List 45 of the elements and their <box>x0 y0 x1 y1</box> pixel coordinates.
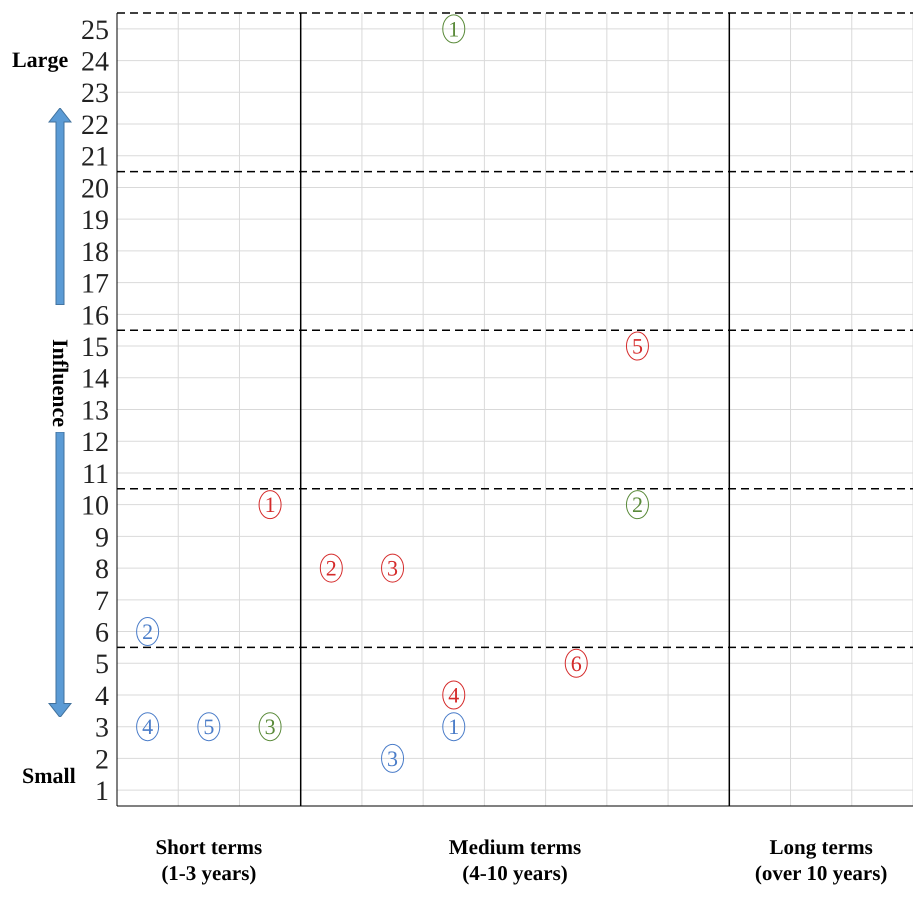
y-tick-label: 18 <box>81 236 109 268</box>
y-tick-label: 2 <box>95 744 109 776</box>
y-tick-label: 25 <box>81 14 109 46</box>
y-tick-label: 23 <box>81 78 109 110</box>
y-tick-label: 3 <box>95 712 109 744</box>
series-label: 1 <box>448 714 460 740</box>
y-tick-label: 13 <box>81 395 109 426</box>
x-tick-label: Short terms (1-3 years) <box>155 835 262 885</box>
series-label: 2 <box>326 556 337 581</box>
series-label: 3 <box>264 714 276 740</box>
y-tick-label: 21 <box>81 142 109 173</box>
text: Small <box>22 763 76 790</box>
y-tick-label: 14 <box>81 364 109 395</box>
y-tick-label: 19 <box>81 205 109 236</box>
series-label: 1 <box>448 16 460 42</box>
y-tick-label: 10 <box>81 490 109 522</box>
y-tick-label: 15 <box>81 332 109 363</box>
series-label: 3 <box>387 556 398 581</box>
y-tick-label: 5 <box>95 649 109 680</box>
y-tick-label: 1 <box>95 776 109 808</box>
series-label: 2 <box>142 619 154 644</box>
series-label: 4 <box>448 682 460 708</box>
y-tick-label: 17 <box>81 268 109 300</box>
text: Large <box>12 46 68 73</box>
y-tick-label: 16 <box>81 300 109 332</box>
series-label: 1 <box>264 492 276 518</box>
series-label: 2 <box>632 492 643 518</box>
series-label: 5 <box>632 334 643 359</box>
y-tick-label: 20 <box>81 173 109 204</box>
y-tick-label: 6 <box>95 617 109 648</box>
y-tick-label: 7 <box>95 586 109 617</box>
x-tick-label: Long terms (over 10 years) <box>754 835 888 885</box>
y-tick-label: 22 <box>81 110 109 141</box>
series-label: 3 <box>387 746 398 771</box>
y-tick-label: 9 <box>95 522 109 554</box>
series-label: 4 <box>142 714 154 740</box>
series-label: 5 <box>203 714 214 740</box>
y-tick-label: 12 <box>81 427 109 458</box>
x-tick-label: Medium terms (4-10 years) <box>448 835 582 885</box>
y-tick-label: 8 <box>95 554 109 586</box>
y-tick-label: 11 <box>82 458 109 490</box>
series-label: 6 <box>570 650 582 676</box>
y-axis-title: Influence <box>47 323 73 444</box>
y-tick-label: 4 <box>95 680 109 712</box>
y-tick-label: 24 <box>81 46 109 78</box>
